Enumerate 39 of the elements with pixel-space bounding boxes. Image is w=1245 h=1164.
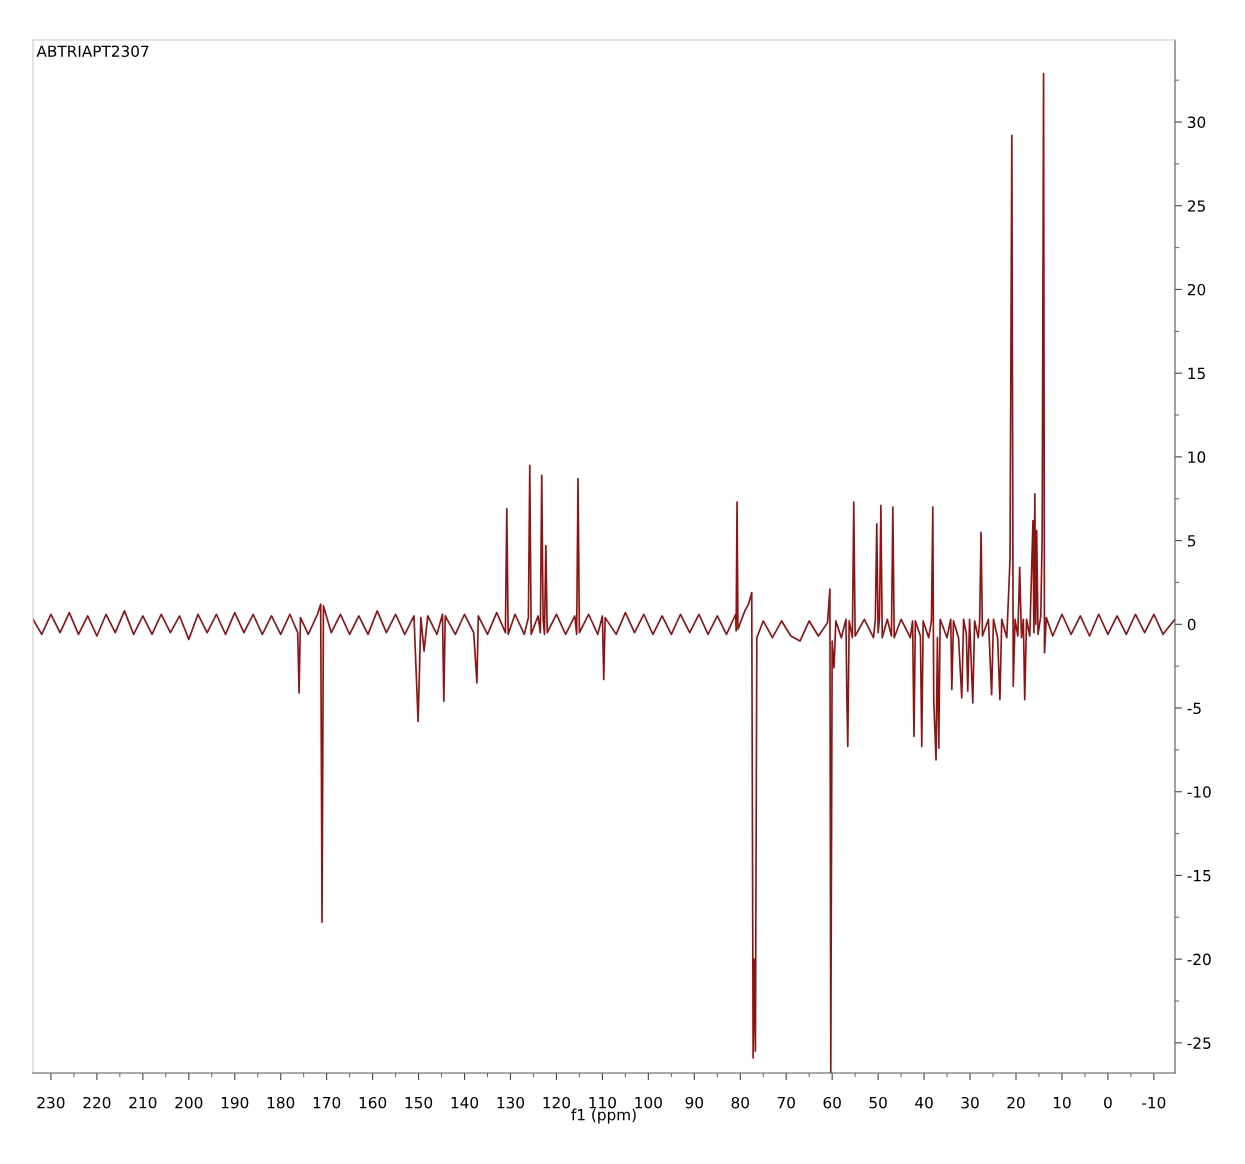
x-tick-label: 40 xyxy=(915,1096,933,1109)
x-tick-label: 180 xyxy=(267,1096,295,1109)
x-tick-label: 120 xyxy=(543,1096,570,1109)
x-tick-label: 150 xyxy=(405,1096,433,1109)
y-tick-label: -5 xyxy=(1187,702,1201,715)
x-tick-label: 0 xyxy=(1104,1096,1112,1109)
x-tick-label: 90 xyxy=(685,1096,704,1109)
x-tick-label: 60 xyxy=(823,1096,841,1109)
y-tick-label: 5 xyxy=(1187,535,1196,547)
annotation: ABTRIAPT2307 xyxy=(36,45,149,57)
x-axis-title: f1 (ppm) xyxy=(571,1108,636,1124)
x-tick-label: 20 xyxy=(1007,1096,1025,1109)
x-tick-label: 130 xyxy=(497,1096,525,1109)
x-tick-label: 30 xyxy=(961,1096,979,1109)
y-tick-label: 15 xyxy=(1188,367,1205,380)
y-tick-label: -20 xyxy=(1187,953,1211,966)
x-tick-label: 200 xyxy=(175,1096,203,1109)
y-tick-label: -15 xyxy=(1187,870,1211,882)
x-tick-label: 10 xyxy=(1053,1096,1071,1109)
y-tick-label: -10 xyxy=(1187,786,1211,798)
x-tick-label: 70 xyxy=(777,1096,795,1109)
y-tick-label: 0 xyxy=(1187,618,1196,631)
x-tick-label: -10 xyxy=(1142,1096,1166,1109)
x-tick-label: 220 xyxy=(83,1096,111,1109)
x-tick-label: 50 xyxy=(869,1096,887,1109)
y-tick-label: 10 xyxy=(1188,451,1206,463)
x-tick-label: 140 xyxy=(451,1096,479,1109)
y-tick-label: 25 xyxy=(1187,200,1205,212)
x-tick-label: 80 xyxy=(731,1096,749,1109)
x-tick-label: 110 xyxy=(589,1096,616,1109)
x-tick-label: 230 xyxy=(37,1096,65,1109)
x-tick-label: 100 xyxy=(635,1096,662,1109)
x-tick-label: 170 xyxy=(313,1096,341,1109)
x-tick-label: 210 xyxy=(129,1096,157,1109)
y-tick-label: 30 xyxy=(1187,116,1206,129)
y-tick-label: 20 xyxy=(1187,283,1206,296)
y-tick-label: -25 xyxy=(1187,1037,1211,1049)
x-tick-label: 160 xyxy=(359,1096,387,1109)
x-tick-label: 190 xyxy=(221,1096,249,1109)
